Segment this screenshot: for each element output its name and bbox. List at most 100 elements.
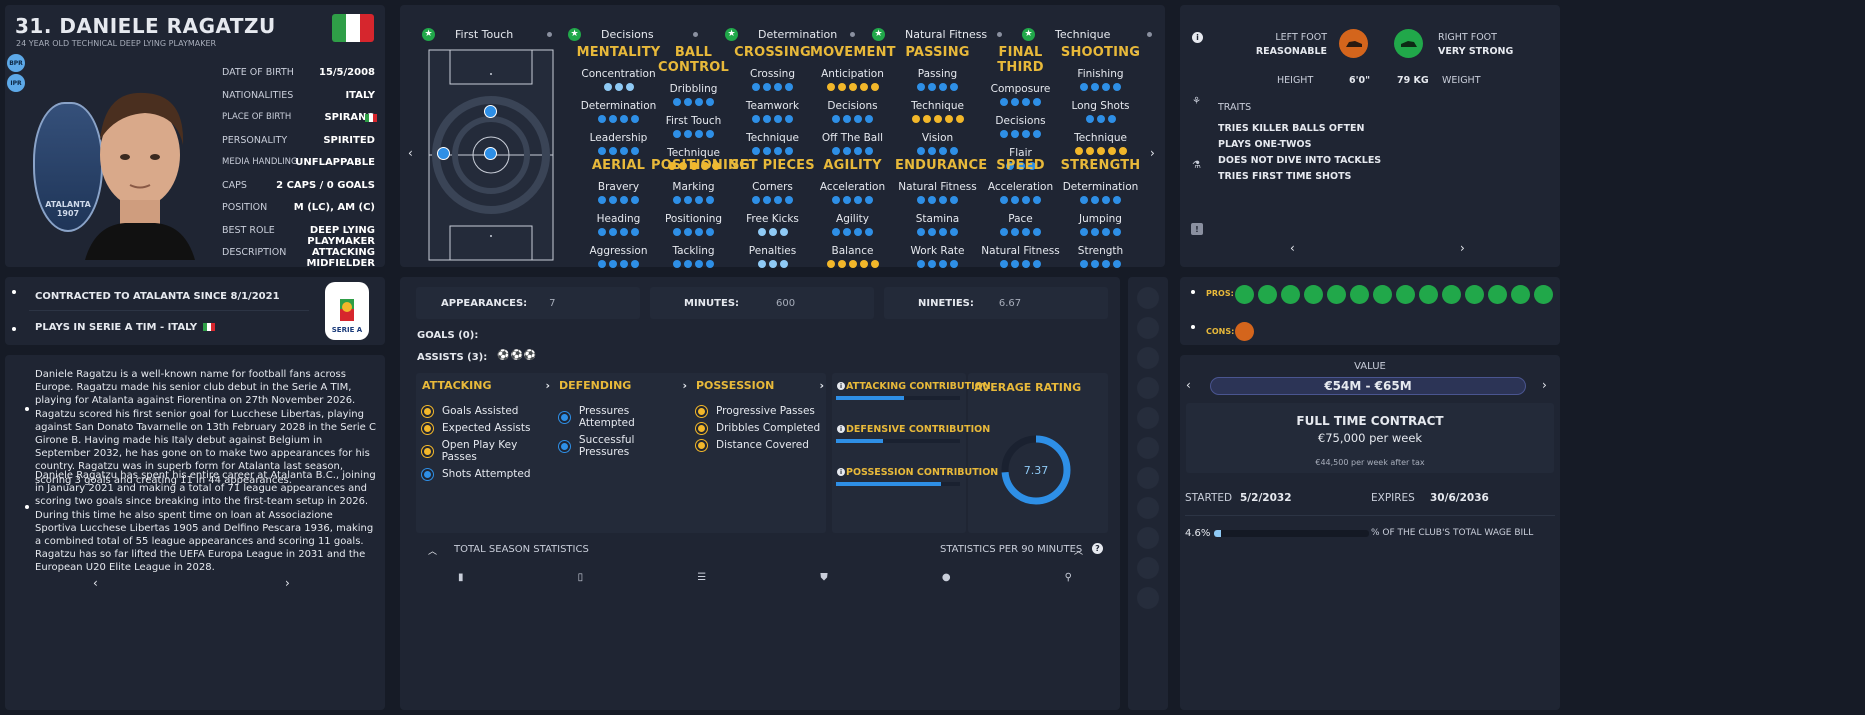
description-prev-arrow[interactable]: ‹: [93, 576, 98, 590]
tab-menu-dot-icon[interactable]: [547, 31, 552, 37]
attribute-tab[interactable]: ★ First Touch: [422, 19, 552, 49]
pro-icon-3[interactable]: [1281, 285, 1300, 304]
attribute-name[interactable]: Finishing: [1077, 68, 1124, 80]
attribute-name[interactable]: Work Rate: [910, 245, 965, 257]
tab-menu-dot-icon[interactable]: [693, 31, 698, 37]
chevron-right-icon[interactable]: ›: [819, 379, 824, 392]
warning-icon[interactable]: !: [1191, 223, 1203, 235]
running-icon[interactable]: ⚲: [1064, 571, 1072, 583]
attribute-name[interactable]: Balance: [831, 245, 874, 257]
attribute-name[interactable]: Bravery: [597, 181, 640, 193]
attribute-name[interactable]: Natural Fitness: [898, 181, 977, 193]
bar-chart-icon[interactable]: ▮: [458, 571, 464, 583]
pro-icon-5[interactable]: [1327, 285, 1346, 304]
con-icon-1[interactable]: [1235, 322, 1254, 341]
attribute-name[interactable]: Leadership: [589, 132, 648, 144]
attribute-name[interactable]: Vision: [921, 132, 954, 144]
pro-icon-10[interactable]: [1442, 285, 1461, 304]
attribute-name[interactable]: Jumping: [1079, 213, 1122, 225]
stat-item[interactable]: Open Play Key Passes: [422, 439, 550, 463]
expand-chevron-icon[interactable]: ︿: [428, 547, 438, 557]
help-icon[interactable]: ?: [1092, 543, 1103, 554]
value-next-arrow[interactable]: ›: [1542, 378, 1547, 392]
attribute-name[interactable]: Aggression: [589, 245, 648, 257]
attribute-tab[interactable]: ★ Natural Fitness: [872, 19, 1002, 49]
side-button-2[interactable]: [1137, 317, 1159, 339]
attribute-name[interactable]: Acceleration: [819, 181, 886, 193]
side-button-11[interactable]: [1137, 587, 1159, 609]
info-icon[interactable]: i: [837, 425, 845, 433]
attribute-name[interactable]: First Touch: [665, 115, 722, 127]
pro-icon-8[interactable]: [1396, 285, 1415, 304]
document-icon[interactable]: ▯: [577, 571, 584, 583]
tab-menu-dot-icon[interactable]: [850, 31, 855, 37]
attribute-name[interactable]: Passing: [917, 68, 958, 80]
pro-icon-1[interactable]: [1235, 285, 1254, 304]
attribute-tab[interactable]: ★ Technique: [1022, 19, 1152, 49]
attribute-name[interactable]: Strength: [1077, 245, 1124, 257]
attribute-name[interactable]: Heading: [596, 213, 641, 225]
trait-item[interactable]: TRIES KILLER BALLS OFTEN: [1218, 123, 1365, 134]
attribute-tab[interactable]: ★ Determination: [725, 19, 855, 49]
attribute-name[interactable]: Free Kicks: [746, 213, 799, 225]
ipr-badge[interactable]: IPR: [7, 74, 25, 92]
pro-icon-6[interactable]: [1350, 285, 1369, 304]
attribute-name[interactable]: Tackling: [672, 245, 715, 257]
attribute-name[interactable]: Stamina: [915, 213, 960, 225]
ball-icon[interactable]: ●: [941, 571, 951, 583]
attributes-next-arrow[interactable]: ›: [1150, 146, 1155, 160]
side-button-8[interactable]: [1137, 497, 1159, 519]
list-icon[interactable]: ☰: [697, 571, 707, 583]
attribute-name[interactable]: Teamwork: [745, 100, 800, 112]
attributes-prev-arrow[interactable]: ‹: [408, 146, 413, 160]
chevron-right-icon[interactable]: ›: [682, 379, 687, 392]
league-row[interactable]: PLAYS IN SERIE A TIM - ITALY: [29, 313, 309, 341]
pro-icon-12[interactable]: [1488, 285, 1507, 304]
shirt-icon[interactable]: ⛊: [820, 571, 828, 583]
attribute-name[interactable]: Positioning: [664, 213, 723, 225]
attribute-name[interactable]: Technique: [746, 132, 799, 144]
attribute-name[interactable]: Long Shots: [1071, 100, 1130, 112]
attribute-name[interactable]: Corners: [752, 181, 793, 193]
stat-group-title[interactable]: POSSESSION ›: [696, 379, 824, 392]
stat-group-title[interactable]: ATTACKING ›: [422, 379, 550, 392]
stat-item[interactable]: Progressive Passes: [696, 405, 824, 417]
pro-icon-11[interactable]: [1465, 285, 1484, 304]
attribute-name[interactable]: Technique: [667, 147, 720, 159]
side-button-10[interactable]: [1137, 557, 1159, 579]
pro-icon-7[interactable]: [1373, 285, 1392, 304]
attribute-name[interactable]: Natural Fitness: [981, 245, 1060, 257]
attribute-name[interactable]: Technique: [911, 100, 964, 112]
stat-item[interactable]: Dribbles Completed: [696, 422, 824, 434]
bpr-badge[interactable]: BPR: [7, 54, 25, 72]
per90-stats-label[interactable]: STATISTICS PER 90 MINUTES: [940, 544, 1083, 555]
attribute-name[interactable]: Agility: [836, 213, 869, 225]
side-button-3[interactable]: [1137, 347, 1159, 369]
attribute-name[interactable]: Concentration: [581, 68, 656, 80]
attribute-name[interactable]: Penalties: [748, 245, 797, 257]
attribute-tab[interactable]: ★ Decisions: [568, 19, 698, 49]
pro-icon-14[interactable]: [1534, 285, 1553, 304]
stat-item[interactable]: Goals Assisted: [422, 405, 550, 417]
pro-icon-9[interactable]: [1419, 285, 1438, 304]
attribute-name[interactable]: Decisions: [827, 100, 878, 112]
traits-prev-arrow[interactable]: ‹: [1290, 241, 1295, 255]
trait-item[interactable]: TRIES FIRST TIME SHOTS: [1218, 171, 1352, 182]
total-season-stats-label[interactable]: TOTAL SEASON STATISTICS: [454, 544, 589, 555]
attribute-name[interactable]: Determination: [580, 100, 657, 112]
attribute-name[interactable]: Determination: [1062, 181, 1139, 193]
pro-icon-2[interactable]: [1258, 285, 1277, 304]
attribute-name[interactable]: Composure: [990, 83, 1051, 95]
stat-group-title[interactable]: DEFENDING ›: [559, 379, 687, 392]
collapse-chevron-icon[interactable]: ⌄: [1132, 45, 1141, 56]
side-button-1[interactable]: [1137, 287, 1159, 309]
info-icon[interactable]: i: [1192, 32, 1203, 43]
serie-a-logo[interactable]: SERIE A: [325, 282, 369, 340]
tab-menu-dot-icon[interactable]: [997, 31, 1002, 37]
side-button-9[interactable]: [1137, 527, 1159, 549]
trait-item[interactable]: PLAYS ONE-TWOS: [1218, 139, 1312, 150]
attribute-name[interactable]: Technique: [1074, 132, 1127, 144]
side-button-4[interactable]: [1137, 377, 1159, 399]
side-button-5[interactable]: [1137, 407, 1159, 429]
stat-item[interactable]: Successful Pressures: [559, 434, 687, 458]
